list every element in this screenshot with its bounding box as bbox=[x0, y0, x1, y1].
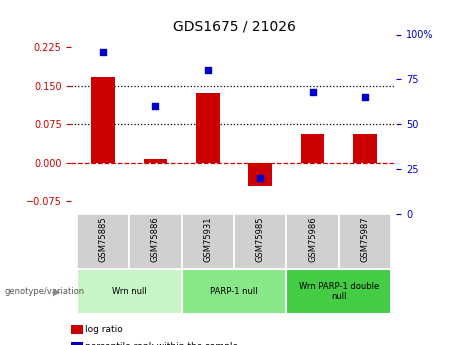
Point bbox=[361, 95, 369, 100]
Bar bbox=[286, 214, 339, 269]
Text: ▶: ▶ bbox=[53, 287, 60, 296]
Bar bbox=[301, 135, 325, 162]
Bar bbox=[353, 135, 377, 162]
Bar bbox=[339, 214, 391, 269]
Bar bbox=[182, 214, 234, 269]
Text: Wrn PARP-1 double
null: Wrn PARP-1 double null bbox=[299, 282, 379, 301]
Bar bbox=[143, 159, 167, 162]
Bar bbox=[248, 162, 272, 186]
Point bbox=[309, 89, 316, 95]
Text: GSM75987: GSM75987 bbox=[361, 216, 370, 262]
Bar bbox=[196, 93, 219, 162]
Text: GSM75985: GSM75985 bbox=[256, 216, 265, 262]
Bar bbox=[182, 269, 286, 314]
Bar bbox=[129, 214, 182, 269]
Title: GDS1675 / 21026: GDS1675 / 21026 bbox=[172, 19, 296, 33]
Text: PARP-1 null: PARP-1 null bbox=[210, 287, 258, 296]
Text: genotype/variation: genotype/variation bbox=[5, 287, 85, 296]
Text: Wrn null: Wrn null bbox=[112, 287, 147, 296]
Text: GSM75986: GSM75986 bbox=[308, 216, 317, 262]
Text: GSM75931: GSM75931 bbox=[203, 216, 212, 262]
Text: GSM75885: GSM75885 bbox=[98, 216, 107, 262]
Bar bbox=[77, 269, 182, 314]
Bar bbox=[91, 77, 115, 162]
Bar bbox=[77, 214, 129, 269]
Text: percentile rank within the sample: percentile rank within the sample bbox=[85, 342, 238, 345]
Text: GSM75886: GSM75886 bbox=[151, 216, 160, 262]
Point bbox=[204, 68, 212, 73]
Text: log ratio: log ratio bbox=[85, 325, 123, 334]
Point bbox=[152, 104, 159, 109]
Bar bbox=[286, 269, 391, 314]
Point bbox=[99, 50, 106, 55]
Bar bbox=[234, 214, 286, 269]
Point bbox=[256, 175, 264, 181]
